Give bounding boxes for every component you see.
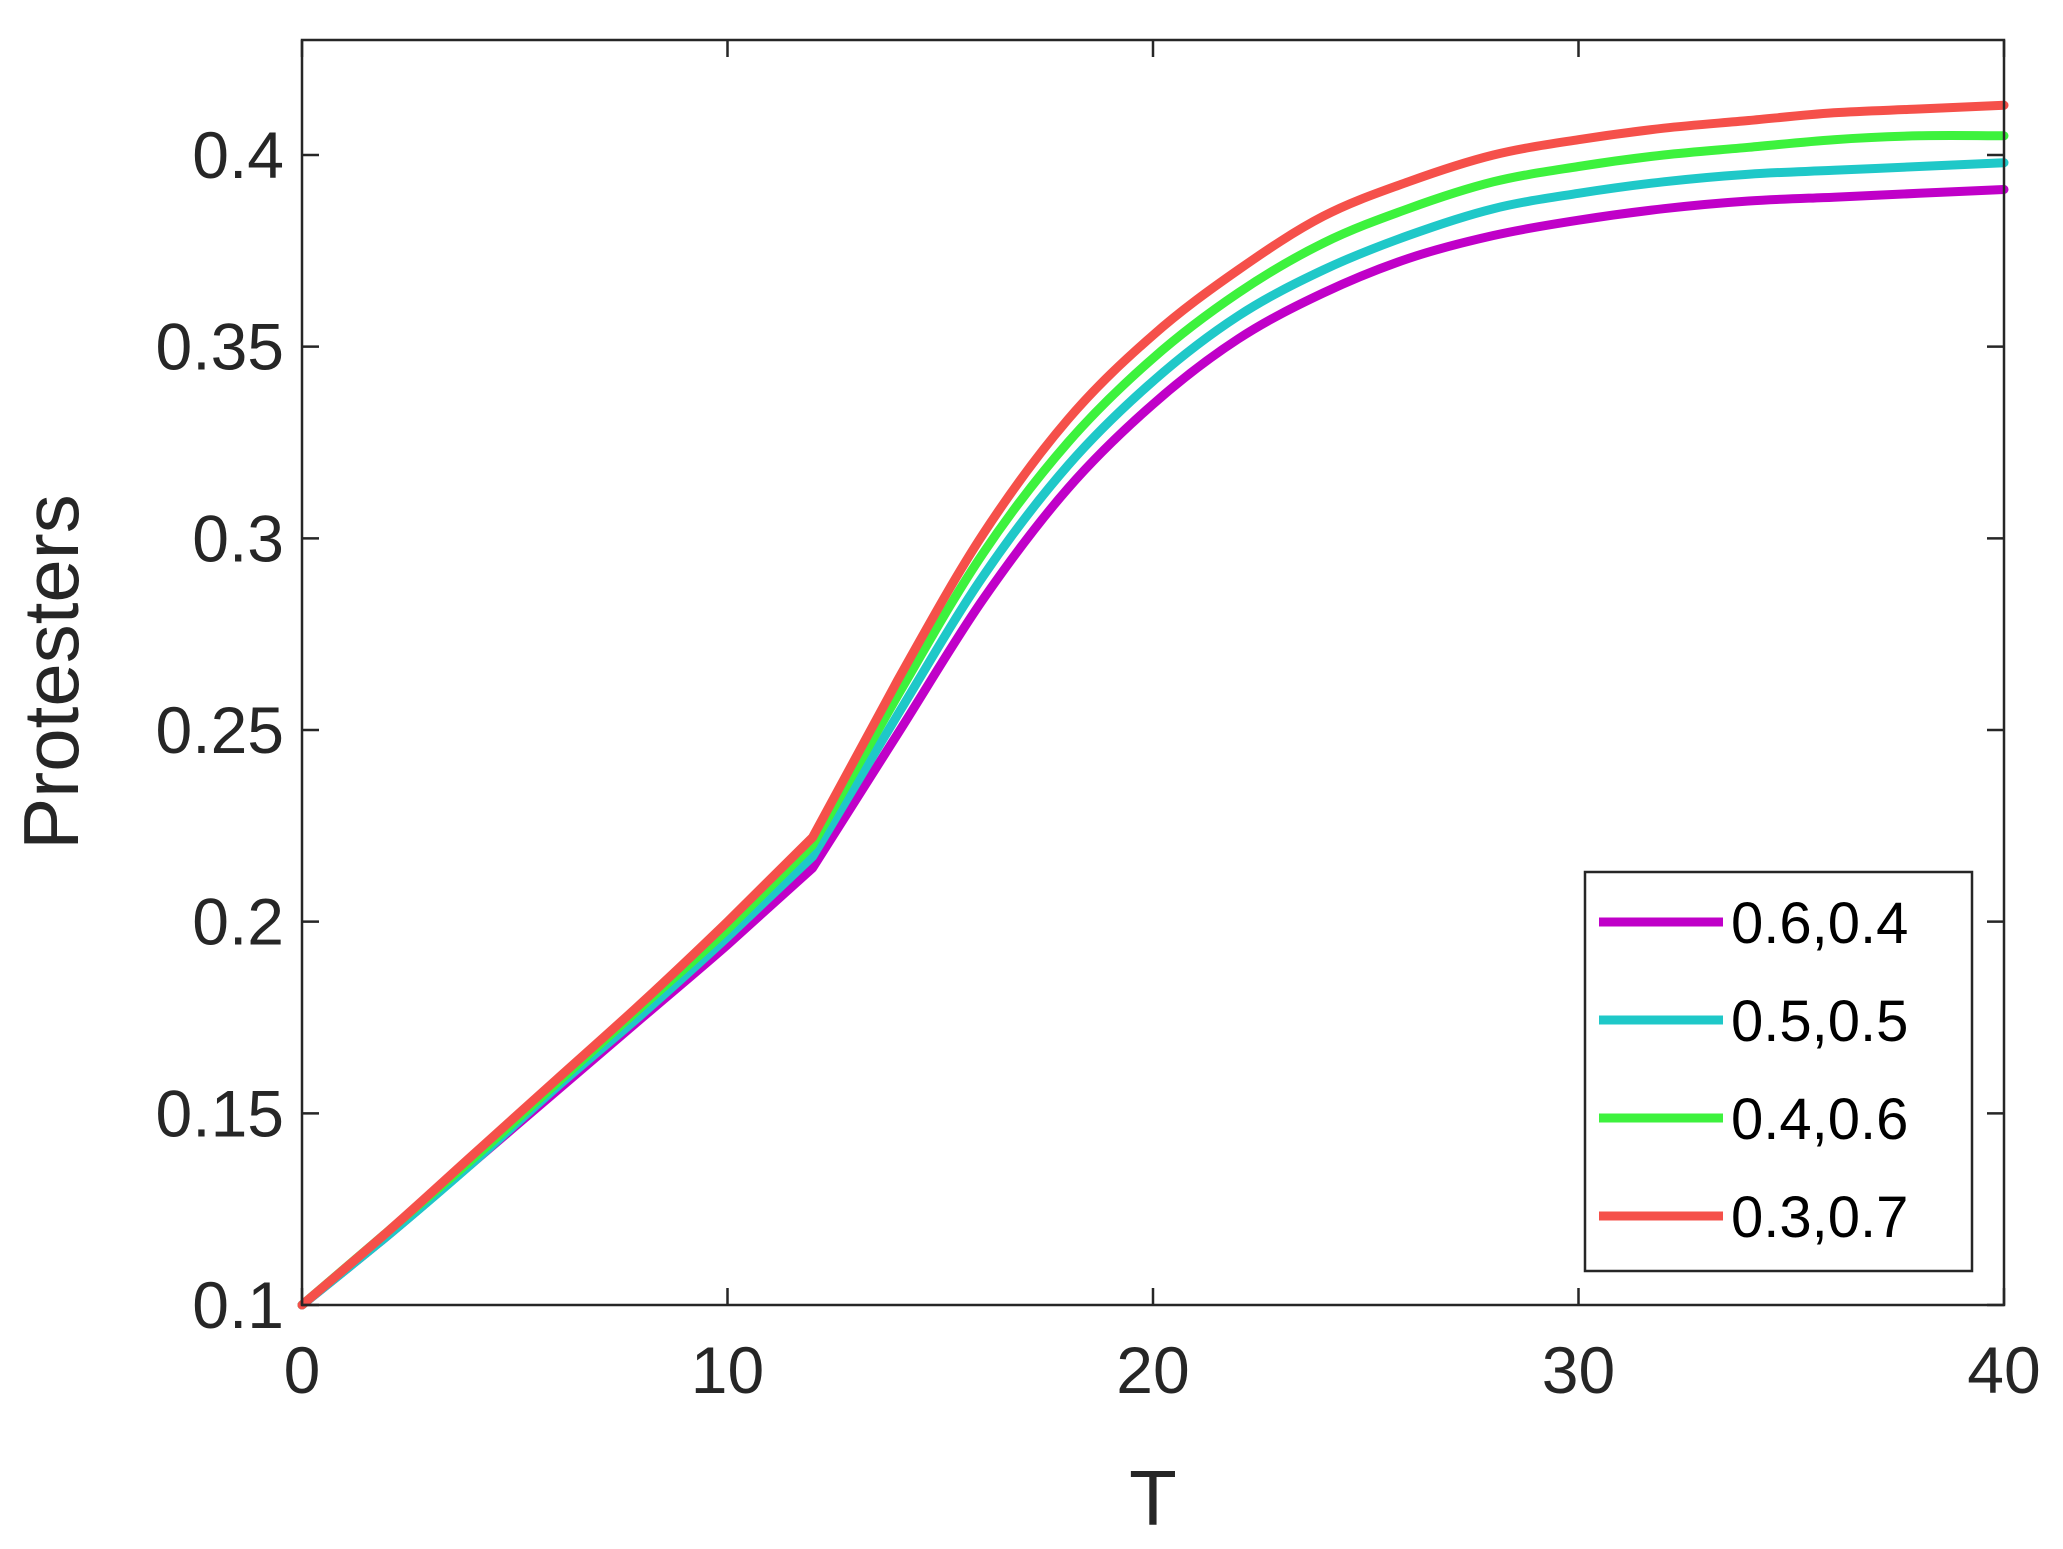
series-layer <box>297 100 2009 1310</box>
y-tick-label: 0.4 <box>192 118 284 192</box>
y-tick-label: 0.3 <box>192 501 284 575</box>
plot-area-frame <box>300 38 2006 1307</box>
x-tick-label: 10 <box>691 1333 764 1407</box>
legend-label-1: 0.6,0.4 <box>1731 891 1908 956</box>
y-tick-label: 0.15 <box>156 1076 284 1150</box>
ticks-layer: 0 10 20 30 40 0.1 0.15 0.2 0.25 0.3 0.35 0.4 <box>156 40 2041 1407</box>
legend-box <box>1583 870 1974 1273</box>
y-tick-label: 0.25 <box>156 693 284 767</box>
y-tick-label: 0.35 <box>156 310 284 384</box>
x-tick-label: 30 <box>1542 1333 1615 1407</box>
x-tick-label: 40 <box>1967 1333 2040 1407</box>
series-line-4 <box>297 100 2009 1310</box>
x-tick-label: 20 <box>1116 1333 1189 1407</box>
x-axis-label: T <box>1129 1454 1177 1542</box>
legend-label-3: 0.4,0.6 <box>1731 1087 1908 1152</box>
legend-label-4: 0.3,0.7 <box>1731 1185 1908 1250</box>
y-axis-label: Protesters <box>7 494 95 849</box>
legend: 0.6,0.4 0.5,0.5 0.4,0.6 0.3,0.7 <box>1583 870 1974 1273</box>
x-tick-label: 0 <box>284 1333 321 1407</box>
y-tick-label: 0.1 <box>192 1268 284 1342</box>
legend-label-2: 0.5,0.5 <box>1731 989 1908 1054</box>
y-tick-label: 0.2 <box>192 885 284 959</box>
